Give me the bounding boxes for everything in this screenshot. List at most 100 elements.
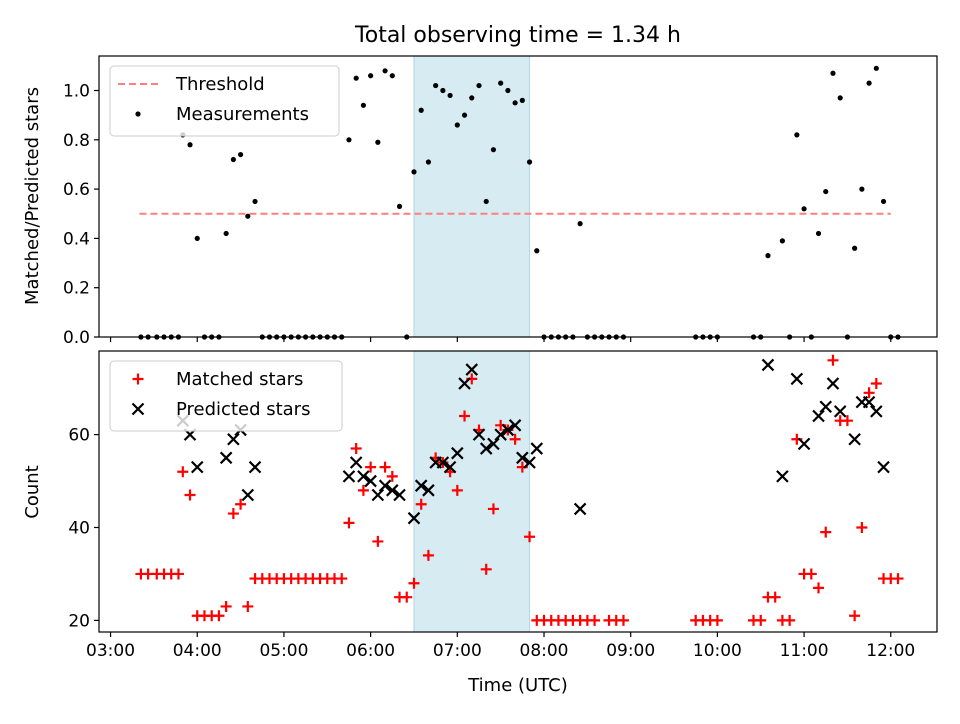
data-point xyxy=(408,577,420,589)
data-point xyxy=(617,614,629,626)
legend-label: Threshold xyxy=(175,74,265,95)
data-point xyxy=(393,488,406,502)
data-point xyxy=(880,198,887,205)
bottom-panel: 20 40 60 03:00 04:00 05:00 06:00 07:00 08:00 09:0… xyxy=(68,350,938,661)
data-point xyxy=(241,488,255,502)
data-point xyxy=(479,442,493,455)
data-point xyxy=(378,479,392,492)
data-point xyxy=(501,423,515,437)
data-point xyxy=(480,563,492,575)
y-tick-label: 1.0 xyxy=(63,82,90,102)
data-point xyxy=(711,614,723,626)
data-point xyxy=(534,248,540,254)
data-point xyxy=(589,614,601,626)
data-point xyxy=(812,409,825,423)
data-point xyxy=(862,395,876,409)
data-point xyxy=(364,474,377,488)
y-tick-label: 60 xyxy=(68,426,90,446)
data-point xyxy=(524,531,536,543)
data-point xyxy=(892,573,904,585)
data-point xyxy=(414,479,428,492)
data-point xyxy=(386,484,399,497)
plot-frame xyxy=(98,55,938,338)
x-tick-label: 09:00 xyxy=(606,641,655,661)
data-point xyxy=(472,428,486,441)
data-point xyxy=(512,100,518,106)
data-point xyxy=(342,470,356,483)
data-point xyxy=(779,238,786,244)
data-point xyxy=(823,188,829,195)
highlight-span xyxy=(413,350,531,633)
data-point xyxy=(418,107,424,113)
data-point xyxy=(784,614,796,626)
data-point xyxy=(443,460,457,474)
data-point xyxy=(833,405,847,418)
data-point xyxy=(252,198,258,205)
top-panel: 0.0 0.2 0.4 0.6 0.8 1.0 Threshold Measurements xyxy=(63,55,938,348)
data-point xyxy=(440,87,446,94)
data-point xyxy=(371,488,385,502)
y-tick-label: 20 xyxy=(68,611,90,631)
data-point xyxy=(820,526,832,538)
legend-label: Measurements xyxy=(176,104,309,125)
legend-label: Matched stars xyxy=(176,369,303,390)
data-point xyxy=(396,203,403,209)
legend-box xyxy=(109,360,343,432)
data-point xyxy=(490,147,497,153)
data-point xyxy=(401,591,413,603)
data-point xyxy=(436,456,450,469)
data-point xyxy=(483,198,489,205)
data-point xyxy=(469,95,475,101)
bottom-y-axis-label: Count xyxy=(22,465,43,518)
data-point xyxy=(213,610,225,622)
data-point xyxy=(465,363,479,376)
data-point xyxy=(360,102,367,108)
data-point xyxy=(194,235,200,242)
data-point xyxy=(336,573,348,585)
data-point xyxy=(353,75,359,81)
data-point xyxy=(852,245,858,251)
data-point xyxy=(827,354,839,366)
data-point xyxy=(425,159,432,165)
data-point xyxy=(230,156,236,163)
data-point xyxy=(461,112,468,118)
legend-swatch xyxy=(132,373,144,385)
data-point xyxy=(498,80,504,86)
data-point xyxy=(379,461,391,473)
data-point xyxy=(227,432,240,446)
top-y-axis-label: Matched/Predicted stars xyxy=(22,87,43,305)
data-point xyxy=(848,432,861,446)
data-point xyxy=(863,387,875,399)
x-axis-label: Time (UTC) xyxy=(467,675,568,696)
data-point xyxy=(801,206,807,212)
data-point xyxy=(870,378,882,390)
x-tick-label: 03:00 xyxy=(86,641,135,661)
data-point xyxy=(815,230,822,237)
data-point xyxy=(508,419,522,432)
legend-label: Predicted stars xyxy=(176,399,310,420)
data-point xyxy=(245,213,251,219)
x-tick-label: 05:00 xyxy=(259,641,308,661)
x-tick-label: 04:00 xyxy=(173,641,222,661)
data-point xyxy=(505,87,511,94)
data-point xyxy=(382,68,388,74)
data-point xyxy=(177,466,189,478)
legend: Matched stars Predicted stars xyxy=(109,360,343,432)
legend: Threshold Measurements xyxy=(109,65,340,137)
data-point xyxy=(494,428,507,441)
data-point xyxy=(769,591,781,603)
y-tick-label: 0.2 xyxy=(63,279,90,299)
data-point xyxy=(577,221,583,227)
data-point xyxy=(794,132,800,138)
data-point xyxy=(487,503,499,515)
data-point xyxy=(350,443,362,455)
data-point xyxy=(877,460,890,474)
data-point xyxy=(516,451,529,465)
y-tick-label: 0.6 xyxy=(63,180,90,200)
data-point xyxy=(755,614,767,626)
data-point xyxy=(346,137,352,143)
legend-swatch xyxy=(135,111,141,117)
data-point xyxy=(227,508,239,520)
